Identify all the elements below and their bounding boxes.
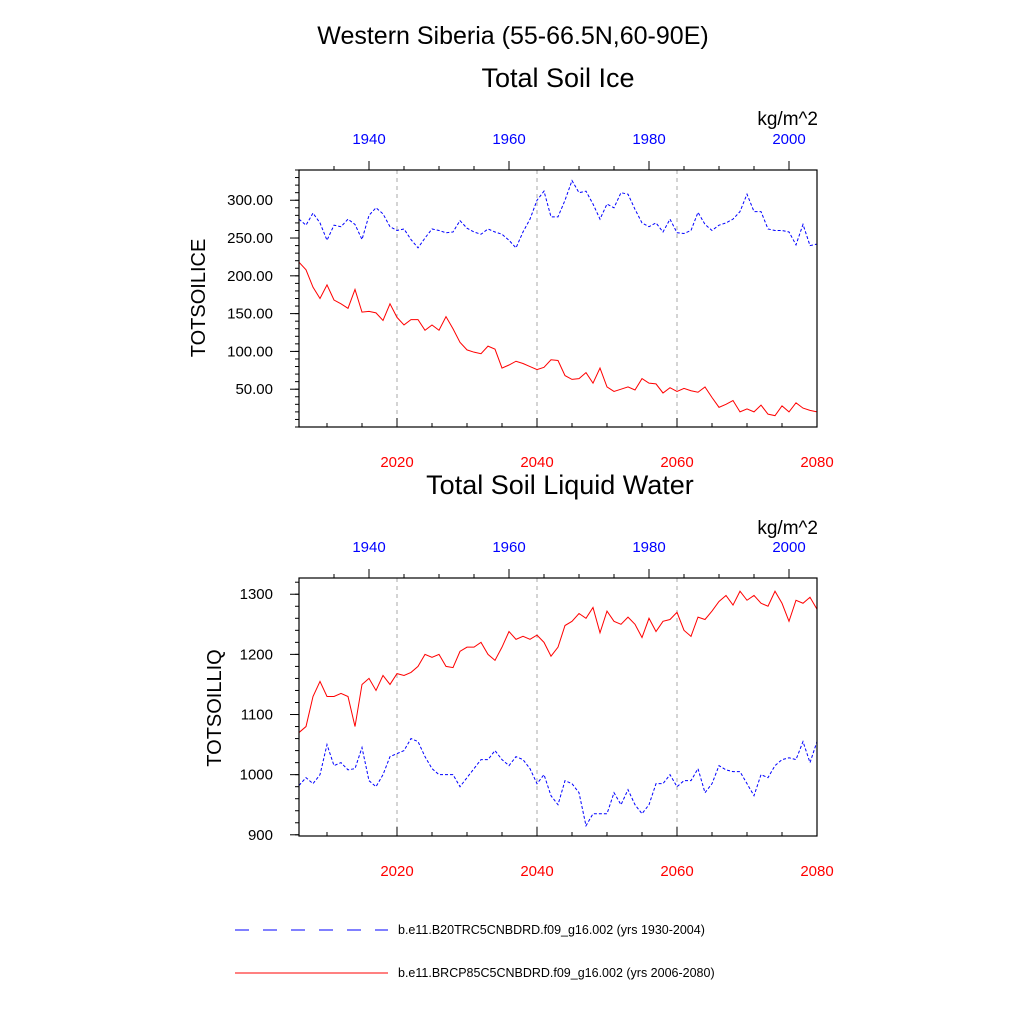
panel-title: Total Soil Ice — [481, 63, 634, 93]
x-tick-label-top: 1940 — [352, 131, 385, 148]
y-axis-label: TOTSOILLIQ — [204, 649, 226, 766]
y-tick-label: 900 — [248, 827, 273, 844]
panel-soil-liquid: Total Soil Liquid Water kg/m^2 TOTSOILLI… — [204, 470, 834, 880]
plot-frame — [298, 577, 818, 837]
legend-label-rcp85: b.e11.BRCP85C5CNBDRD.f09_g16.002 (yrs 20… — [398, 966, 715, 980]
panel-soil-ice: Total Soil Ice kg/m^2 TOTSOILICE 50.00 10… — [188, 63, 834, 471]
y-tick-label: 50.00 — [235, 381, 273, 398]
x-tick-label-top: 2000 — [772, 539, 805, 556]
x-tick-label-bottom: 2040 — [520, 863, 553, 880]
units-label: kg/m^2 — [757, 109, 818, 130]
y-tick-label: 250.00 — [227, 230, 273, 247]
plot-area: 50.00 100.00 150.00 200.00 250.00 300.00 2020 2… — [227, 131, 834, 471]
x-tick-label-top: 1940 — [352, 539, 385, 556]
figure-title: Western Siberia (55-66.5N,60-90E) — [317, 22, 708, 50]
y-tick-label: 100.00 — [227, 343, 273, 360]
x-tick-label-bottom: 2020 — [380, 454, 413, 471]
x-tick-label-top: 1980 — [632, 131, 665, 148]
panel-title: Total Soil Liquid Water — [426, 470, 694, 500]
y-tick-label: 150.00 — [227, 306, 273, 323]
y-tick-label: 200.00 — [227, 268, 273, 285]
y-tick-label: 1100 — [241, 707, 273, 724]
x-tick-label-top: 1980 — [632, 539, 665, 556]
series-line-rcp85 — [298, 261, 818, 417]
y-axis-label: TOTSOILICE — [188, 239, 210, 358]
x-tick-label-bottom: 2040 — [520, 454, 553, 471]
x-tick-label-top: 2000 — [772, 131, 805, 148]
series-line-historical — [298, 179, 818, 249]
x-tick-label-bottom: 2020 — [380, 863, 413, 880]
x-tick-label-top: 1960 — [492, 131, 525, 148]
y-tick-label: 1300 — [240, 586, 273, 603]
legend: b.e11.B20TRC5CNBDRD.f09_g16.002 (yrs 193… — [235, 923, 715, 980]
y-tick-label: 1000 — [240, 767, 273, 784]
y-tick-label: 300.00 — [227, 192, 273, 209]
units-label: kg/m^2 — [757, 518, 818, 539]
series-line-historical — [298, 737, 818, 828]
x-tick-label-bottom: 2060 — [660, 863, 693, 880]
series-line-rcp85 — [298, 590, 818, 733]
x-tick-label-bottom: 2080 — [800, 454, 833, 471]
x-tick-label-bottom: 2080 — [800, 863, 833, 880]
x-tick-label-top: 1960 — [492, 539, 525, 556]
legend-label-historical: b.e11.B20TRC5CNBDRD.f09_g16.002 (yrs 193… — [398, 923, 705, 937]
x-tick-label-bottom: 2060 — [660, 454, 693, 471]
y-tick-label: 1200 — [240, 646, 273, 663]
plot-area: 900 1000 1100 1200 1300 2020 2040 2060 2080 1940 1… — [240, 539, 834, 880]
